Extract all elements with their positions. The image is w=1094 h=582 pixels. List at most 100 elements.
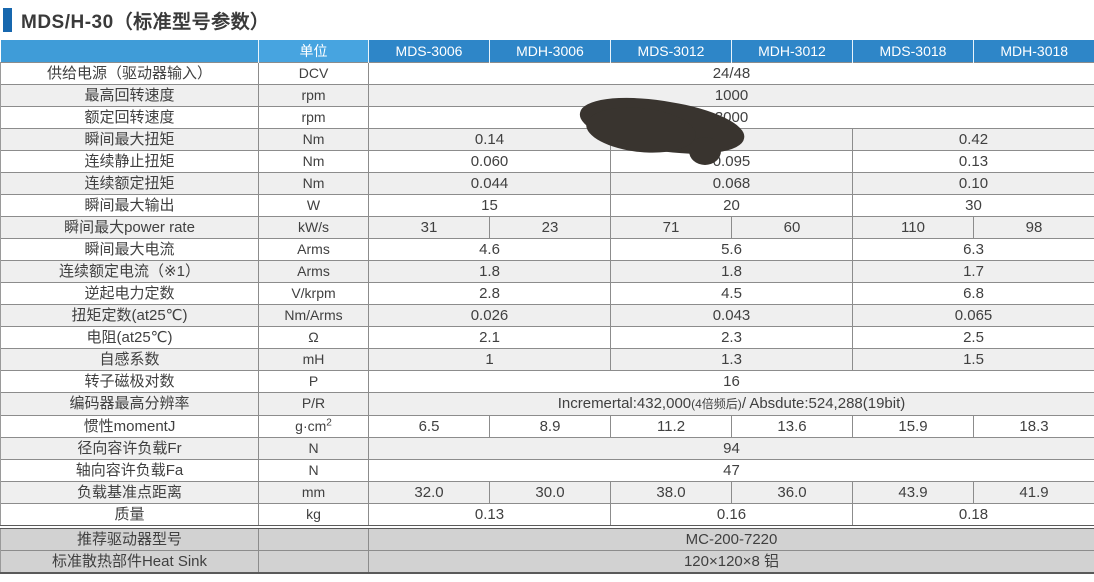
unit-cell: mm: [258, 480, 369, 503]
table-row: 瞬间最大输出 W 15 20 30: [0, 193, 1094, 216]
value-cell: 0.026: [368, 303, 611, 326]
value-cell: 30: [852, 193, 1094, 216]
param-label: 推荐驱动器型号: [0, 524, 259, 550]
value-cell: 2.8: [368, 281, 611, 304]
param-label: 质量: [0, 502, 259, 527]
table-header: 单位 MDS-3006 MDH-3006 MDS-3012 MDH-3012 MDS-30…: [0, 40, 1094, 62]
unit-cell: [258, 524, 369, 550]
unit-cell: rpm: [258, 83, 369, 106]
value-cell: 1.8: [368, 259, 611, 282]
param-label: 标准散热部件Heat Sink: [0, 549, 259, 574]
param-label: 瞬间最大扭矩: [0, 127, 259, 150]
value-text: Incremertal:432,000: [557, 394, 692, 412]
unit-cell: P: [258, 369, 369, 392]
value-cell: 6.5: [368, 414, 490, 437]
value-cell: 0.068: [610, 171, 853, 194]
value-cell: 1.7: [852, 259, 1094, 282]
column-header-model: MDH-3018: [973, 40, 1094, 62]
value-cell: 36.0: [731, 480, 853, 503]
value-cell: MC-200-7220: [368, 524, 1094, 550]
table-row: 瞬间最大电流 Arms 4.6 5.6 6.3: [0, 237, 1094, 260]
unit-cell: N: [258, 436, 369, 459]
unit-cell: P/R: [258, 391, 369, 415]
value-cell: 1.8: [610, 259, 853, 282]
column-header-model: MDS-3006: [368, 40, 490, 62]
column-header-model: MDH-3006: [489, 40, 611, 62]
table-row: 连续额定电流（※1） Arms 1.8 1.8 1.7: [0, 259, 1094, 282]
param-label: 自感系数: [0, 347, 259, 370]
value-cell: 43.9: [852, 480, 974, 503]
table-row: 径向容许负载Fr N 94: [0, 436, 1094, 459]
table-row: 轴向容许负载Fa N 47: [0, 458, 1094, 481]
table-row: 扭矩定数(at25℃) Nm/Arms 0.026 0.043 0.065: [0, 303, 1094, 326]
unit-cell: Arms: [258, 259, 369, 282]
value-cell: 0.13: [852, 149, 1094, 172]
column-header-blank: [0, 40, 259, 62]
table-row: 供给电源（驱动器输入） DCV 24/48: [0, 61, 1094, 84]
value-cell: 41.9: [973, 480, 1094, 503]
param-label: 瞬间最大power rate: [0, 215, 259, 238]
spec-table: 单位 MDS-3006 MDH-3006 MDS-3012 MDH-3012 MDS-30…: [0, 40, 1094, 574]
value-cell: 24/48: [368, 61, 1094, 84]
value-cell: 2.3: [610, 325, 853, 348]
value-cell: 2.1: [368, 325, 611, 348]
value-cell: 5.6: [610, 237, 853, 260]
value-cell: 4.6: [368, 237, 611, 260]
param-label: 转子磁极对数: [0, 369, 259, 392]
value-cell: 0.14: [368, 127, 611, 150]
value-cell: 0.095: [610, 149, 853, 172]
title-accent-bar: [3, 8, 12, 32]
value-cell: 94: [368, 436, 1094, 459]
param-label: 最高回转速度: [0, 83, 259, 106]
param-label: 惯性momentJ: [0, 414, 259, 437]
value-cell: 20: [610, 193, 853, 216]
table-row: 编码器最高分辨率 P/R Incremertal:432,000(4倍频后)/ Ab…: [0, 391, 1094, 415]
value-cell: 0.18: [852, 502, 1094, 527]
unit-cell: Nm: [258, 127, 369, 150]
param-label: 逆起电力定数: [0, 281, 259, 304]
value-cell: 110: [852, 215, 974, 238]
param-label: 额定回转速度: [0, 105, 259, 128]
param-label: 扭矩定数(at25℃): [0, 303, 259, 326]
table-row: 电阻(at25℃) Ω 2.1 2.3 2.5: [0, 325, 1094, 348]
table-row: 连续额定扭矩 Nm 0.044 0.068 0.10: [0, 171, 1094, 194]
table-row: 推荐驱动器型号 MC-200-7220: [0, 524, 1094, 550]
unit-cell: Nm: [258, 171, 369, 194]
unit-cell: Arms: [258, 237, 369, 260]
value-cell: 15: [368, 193, 611, 216]
param-label: 供给电源（驱动器输入）: [0, 61, 259, 84]
column-header-model: MDS-3012: [610, 40, 732, 62]
table-row: 额定回转速度 rpm 3000: [0, 105, 1094, 128]
value-cell: 6.8: [852, 281, 1094, 304]
unit-cell: [258, 549, 369, 574]
table-row: 惯性momentJ g·cm2 6.5 8.9 11.2 13.6 15.9 18.3: [0, 414, 1094, 437]
table-row: 自感系数 mH 1 1.3 1.5: [0, 347, 1094, 370]
unit-cell: mH: [258, 347, 369, 370]
value-cell: 60: [731, 215, 853, 238]
param-label: 编码器最高分辨率: [0, 391, 259, 415]
value-cell: 15.9: [852, 414, 974, 437]
unit-cell: rpm: [258, 105, 369, 128]
table-row: 转子磁极对数 P 16: [0, 369, 1094, 392]
table-row: 逆起电力定数 V/krpm 2.8 4.5 6.8: [0, 281, 1094, 304]
value-cell: 1000: [368, 83, 1094, 106]
table-row: 负载基准点距离 mm 32.0 30.0 38.0 36.0 43.9 41.9: [0, 480, 1094, 503]
param-label: 瞬间最大输出: [0, 193, 259, 216]
value-cell: 23: [489, 215, 611, 238]
value-cell: 1.3: [610, 347, 853, 370]
column-header-model: MDH-3012: [731, 40, 853, 62]
value-cell: 0.10: [852, 171, 1094, 194]
unit-cell: kW/s: [258, 215, 369, 238]
unit-cell: Nm: [258, 149, 369, 172]
section-title: MDS/H-30（标准型号参数）: [0, 0, 1094, 40]
table-row: 质量 kg 0.13 0.16 0.18: [0, 502, 1094, 527]
value-cell: 1.5: [852, 347, 1094, 370]
param-label: 轴向容许负载Fa: [0, 458, 259, 481]
value-cell: 4.5: [610, 281, 853, 304]
page-title: MDS/H-30（标准型号参数）: [21, 11, 270, 33]
unit-cell: DCV: [258, 61, 369, 84]
value-cell: 1: [368, 347, 611, 370]
table-row: 最高回转速度 rpm 1000: [0, 83, 1094, 106]
value-cell: 0.13: [368, 502, 611, 527]
